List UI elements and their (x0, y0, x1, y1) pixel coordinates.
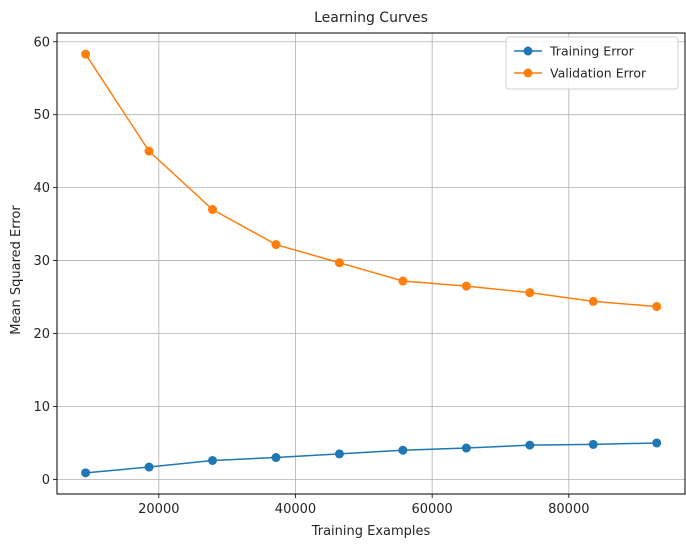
training-error-point (588, 439, 598, 449)
legend-training-error-marker (523, 46, 533, 56)
training-error-point (652, 438, 662, 448)
x-tick-label: 60000 (411, 502, 452, 517)
x-tick-label: 80000 (548, 502, 589, 517)
training-error-point (271, 453, 281, 463)
plot-frame (56, 32, 686, 495)
legend-validation-error-label: Validation Error (550, 66, 647, 81)
x-axis-label: Training Examples (311, 524, 431, 539)
y-tick-label: 0 (42, 473, 50, 488)
training-error-point (398, 445, 408, 455)
y-axis-label: Mean Squared Error (9, 205, 24, 335)
training-error-point (334, 449, 344, 459)
training-error-point (208, 455, 218, 465)
x-tick-label: 40000 (275, 502, 316, 517)
legend: Training Error Validation Error (505, 36, 679, 90)
validation-error-point (144, 146, 154, 156)
y-tick-label: 20 (33, 327, 50, 342)
validation-error-point (398, 276, 408, 286)
legend-box (505, 36, 679, 90)
chart-title: Learning Curves (314, 10, 428, 26)
grid-lines (57, 33, 685, 494)
validation-error-point (461, 281, 471, 291)
validation-error-point (208, 205, 218, 215)
validation-error-point (525, 288, 535, 298)
y-tick-label: 60 (33, 35, 50, 50)
validation-error-line (84, 53, 657, 308)
series-group (81, 49, 662, 478)
x-tick-label: 20000 (138, 502, 179, 517)
validation-error-point (334, 258, 344, 268)
validation-error-point (652, 302, 662, 312)
validation-error-point (81, 49, 91, 59)
training-error-line (85, 442, 657, 474)
validation-error-point (271, 240, 281, 250)
training-error-point (461, 443, 471, 453)
training-error-point (81, 468, 91, 478)
y-tick-label: 30 (33, 254, 50, 269)
y-axis-ticks: 0 10 20 30 40 50 60 (33, 35, 57, 488)
training-error-point (144, 462, 154, 472)
legend-training-error-label: Training Error (549, 44, 635, 59)
training-error-point (525, 440, 535, 450)
y-tick-label: 10 (33, 400, 50, 415)
x-axis-ticks: 20000 40000 60000 80000 (138, 494, 590, 517)
legend-validation-error-marker (523, 68, 533, 78)
y-tick-label: 50 (33, 108, 50, 123)
validation-error-point (588, 296, 598, 306)
y-tick-label: 40 (33, 181, 50, 196)
